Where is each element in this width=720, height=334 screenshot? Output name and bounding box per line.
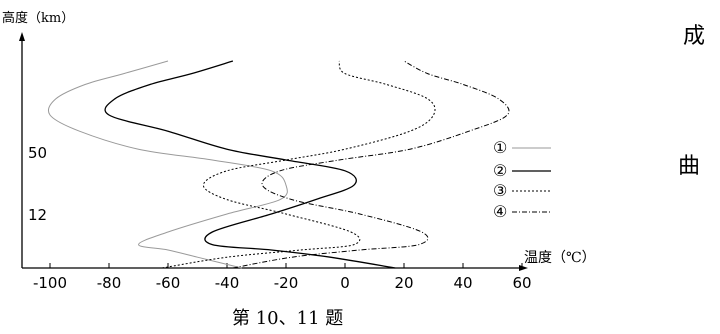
x-axis-label: 温度（℃） xyxy=(524,250,596,266)
figure-caption: 第 10、11 题 xyxy=(232,308,344,329)
x-axis-arrow xyxy=(519,265,528,271)
x-ticks: -100 -80 -60 -40 -20 0 20 40 60 xyxy=(33,263,532,292)
series-line-2 xyxy=(104,60,396,269)
series-line-3 xyxy=(162,60,436,269)
legend-label-3: ③ xyxy=(493,181,507,200)
legend-label-4: ④ xyxy=(493,202,507,221)
series-line-1 xyxy=(47,60,288,269)
series-line-4 xyxy=(232,60,510,269)
y-tick-label-12: 12 xyxy=(28,206,47,224)
legend: ① ② ③ ④ xyxy=(493,138,551,221)
x-tick-label: -80 xyxy=(97,274,122,292)
x-tick-label: -20 xyxy=(274,274,299,292)
legend-label-2: ② xyxy=(493,161,507,180)
y-axis-arrow xyxy=(19,32,25,41)
x-tick-label: 40 xyxy=(453,274,472,292)
side-text-middle: 曲 xyxy=(678,154,701,179)
x-tick-label: -40 xyxy=(215,274,240,292)
x-tick-label: 60 xyxy=(512,274,531,292)
legend-label-1: ① xyxy=(493,138,507,157)
x-tick-label: -60 xyxy=(156,274,181,292)
x-tick-label: 20 xyxy=(394,274,413,292)
y-tick-label-50: 50 xyxy=(28,144,47,162)
y-axis-label: 高度（km） xyxy=(2,10,74,26)
x-tick-label: 0 xyxy=(340,274,350,292)
series-lines xyxy=(47,60,510,269)
x-tick-label: -100 xyxy=(33,274,67,292)
side-text-top: 成 xyxy=(683,24,706,49)
